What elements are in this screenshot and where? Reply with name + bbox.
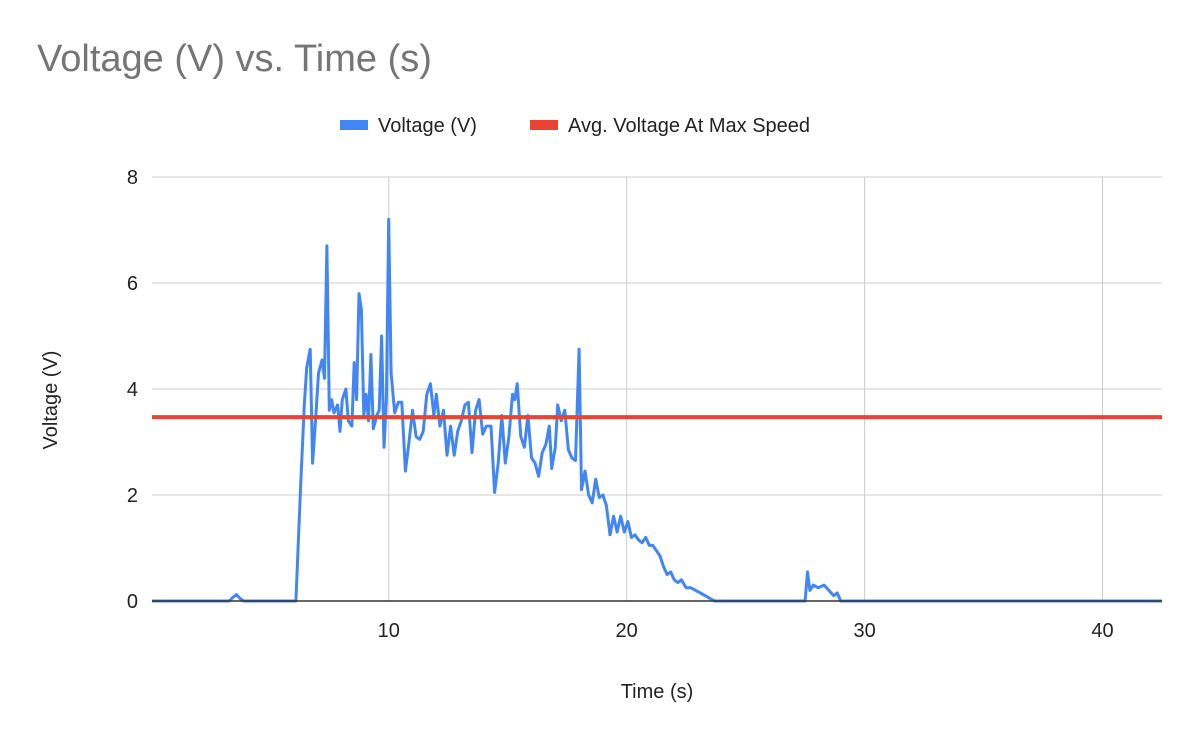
x-tick-label: 40 — [1091, 620, 1113, 642]
y-axis-title: Voltage (V) — [40, 351, 62, 450]
y-tick-label: 8 — [127, 167, 138, 189]
series-layer — [152, 217, 1162, 603]
legend: Voltage (V) Avg. Voltage At Max Speed — [340, 115, 810, 137]
y-tick-label: 0 — [127, 591, 138, 613]
x-axis-title: Time (s) — [621, 681, 694, 703]
x-tick-label: 30 — [853, 620, 875, 642]
x-tick-label: 20 — [616, 620, 638, 642]
axis-layer: 0 2 4 6 8 10 20 30 40 — [127, 167, 1162, 642]
grid-layer — [152, 176, 1162, 601]
legend-swatch-voltage — [340, 120, 368, 130]
voltage-line — [152, 217, 1162, 603]
x-tick-label: 10 — [378, 620, 400, 642]
legend-label-voltage: Voltage (V) — [378, 115, 477, 137]
y-tick-label: 4 — [127, 379, 138, 401]
y-tick-label: 2 — [127, 485, 138, 507]
legend-swatch-avg-voltage — [530, 120, 558, 130]
y-tick-label: 6 — [127, 273, 138, 295]
chart-title: Voltage (V) vs. Time (s) — [37, 38, 432, 80]
legend-label-avg-voltage: Avg. Voltage At Max Speed — [568, 115, 810, 137]
